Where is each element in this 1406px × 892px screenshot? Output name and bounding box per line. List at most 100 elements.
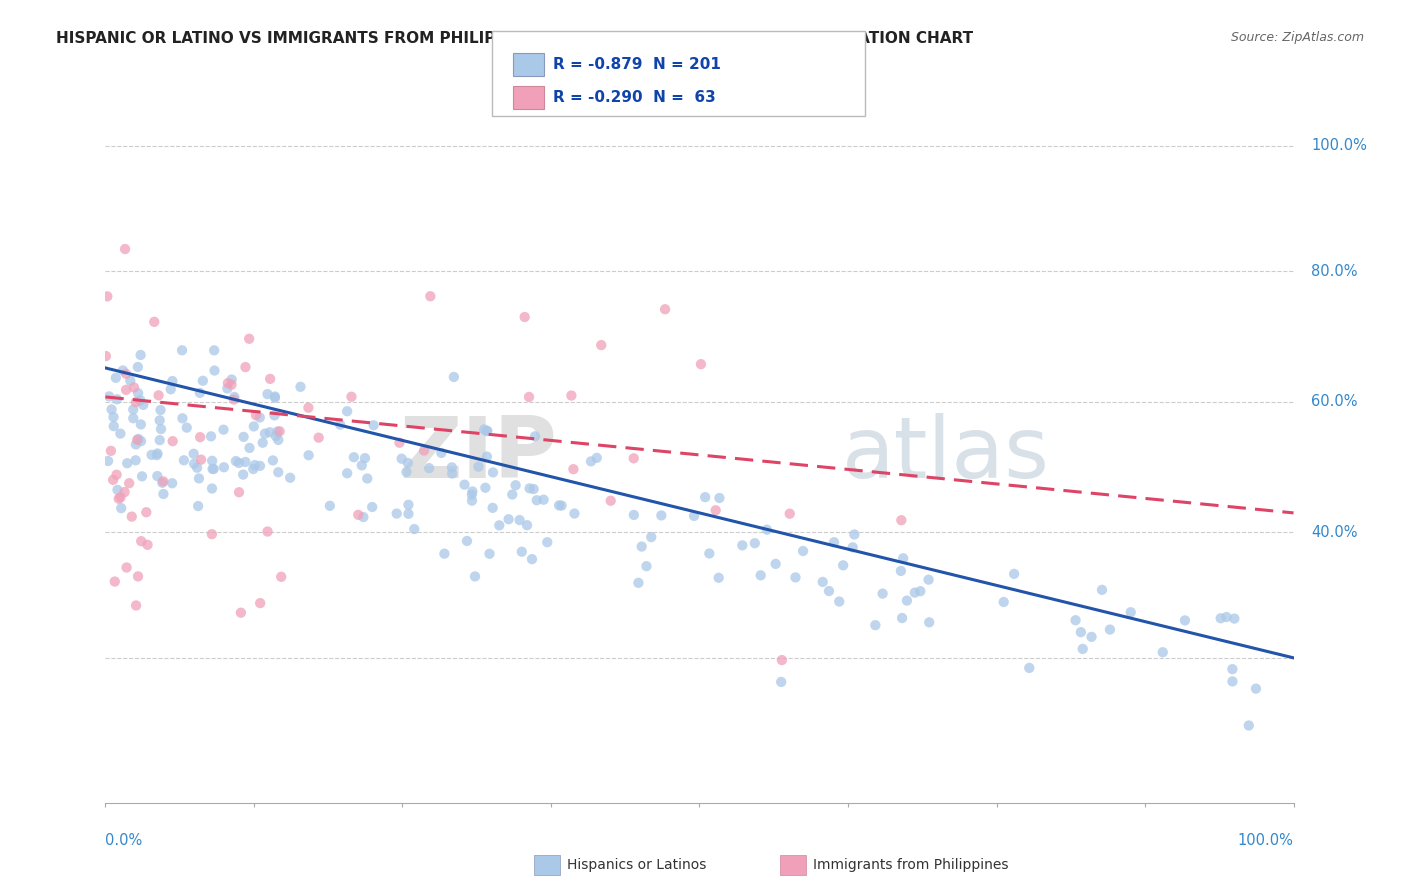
Point: [865, 618, 887, 632]
Point: [115, 560, 138, 574]
Point: [110, 426, 132, 441]
Point: [221, 377, 243, 392]
Point: [124, 453, 146, 467]
Point: [110, 501, 132, 516]
Point: [176, 420, 198, 434]
Point: [188, 430, 211, 444]
Point: [363, 418, 385, 433]
Point: [115, 367, 138, 381]
Point: [904, 585, 927, 599]
Point: [841, 541, 863, 555]
Point: [872, 586, 894, 600]
Point: [683, 508, 706, 523]
Point: [896, 593, 918, 607]
Point: [129, 417, 152, 432]
Point: [121, 509, 143, 524]
Point: [202, 343, 225, 358]
Text: 0.0%: 0.0%: [105, 833, 142, 847]
Point: [1215, 610, 1237, 624]
Text: Source: ZipAtlas.com: Source: ZipAtlas.com: [1230, 31, 1364, 45]
Point: [478, 547, 501, 561]
Point: [418, 461, 440, 475]
Point: [152, 487, 174, 501]
Point: [249, 410, 271, 425]
Point: [891, 611, 914, 625]
Point: [482, 466, 505, 480]
Point: [1244, 681, 1267, 696]
Point: [135, 505, 157, 519]
Point: [202, 462, 225, 476]
Point: [453, 477, 475, 491]
Point: [172, 411, 194, 425]
Point: [249, 458, 271, 473]
Point: [129, 534, 152, 549]
Text: 100.0%: 100.0%: [1237, 833, 1294, 847]
Point: [266, 425, 288, 439]
Point: [731, 538, 754, 552]
Point: [430, 446, 453, 460]
Text: R = -0.879  N = 201: R = -0.879 N = 201: [553, 57, 720, 72]
Point: [111, 363, 134, 377]
Point: [235, 455, 257, 469]
Point: [404, 522, 426, 536]
Point: [278, 471, 301, 485]
Point: [122, 411, 145, 425]
Point: [770, 675, 793, 690]
Point: [201, 527, 224, 541]
Point: [755, 523, 778, 537]
Point: [516, 518, 538, 533]
Point: [212, 460, 235, 475]
Point: [1119, 605, 1142, 619]
Point: [249, 596, 271, 610]
Point: [513, 310, 536, 324]
Point: [461, 493, 484, 508]
Point: [256, 524, 278, 539]
Point: [388, 435, 411, 450]
Point: [770, 653, 793, 667]
Point: [354, 451, 377, 466]
Point: [779, 507, 801, 521]
Point: [114, 242, 136, 256]
Text: 60.0%: 60.0%: [1312, 394, 1358, 409]
Point: [385, 507, 408, 521]
Point: [252, 435, 274, 450]
Point: [744, 536, 766, 550]
Point: [709, 491, 731, 505]
Text: Immigrants from Philippines: Immigrants from Philippines: [813, 858, 1008, 872]
Point: [120, 374, 142, 388]
Point: [917, 573, 939, 587]
Point: [115, 456, 138, 470]
Point: [159, 382, 181, 396]
Point: [413, 443, 436, 458]
Point: [818, 584, 841, 599]
Point: [232, 467, 254, 482]
Point: [103, 410, 125, 425]
Point: [1174, 614, 1197, 628]
Point: [591, 338, 613, 352]
Point: [441, 467, 464, 481]
Point: [350, 458, 373, 473]
Point: [183, 447, 205, 461]
Point: [347, 508, 370, 522]
Point: [173, 453, 195, 467]
Point: [505, 478, 527, 492]
Point: [340, 390, 363, 404]
Point: [1222, 662, 1244, 676]
Point: [336, 404, 359, 418]
Point: [461, 484, 484, 499]
Point: [150, 475, 173, 490]
Point: [186, 460, 208, 475]
Point: [1237, 718, 1260, 732]
Point: [125, 437, 148, 451]
Point: [488, 518, 510, 533]
Point: [319, 499, 342, 513]
Point: [1098, 623, 1121, 637]
Point: [1018, 661, 1040, 675]
Point: [472, 423, 495, 437]
Point: [361, 500, 384, 514]
Point: [329, 417, 352, 432]
Text: ZIP: ZIP: [399, 413, 557, 497]
Point: [501, 487, 523, 501]
Point: [162, 374, 184, 388]
Point: [264, 429, 287, 443]
